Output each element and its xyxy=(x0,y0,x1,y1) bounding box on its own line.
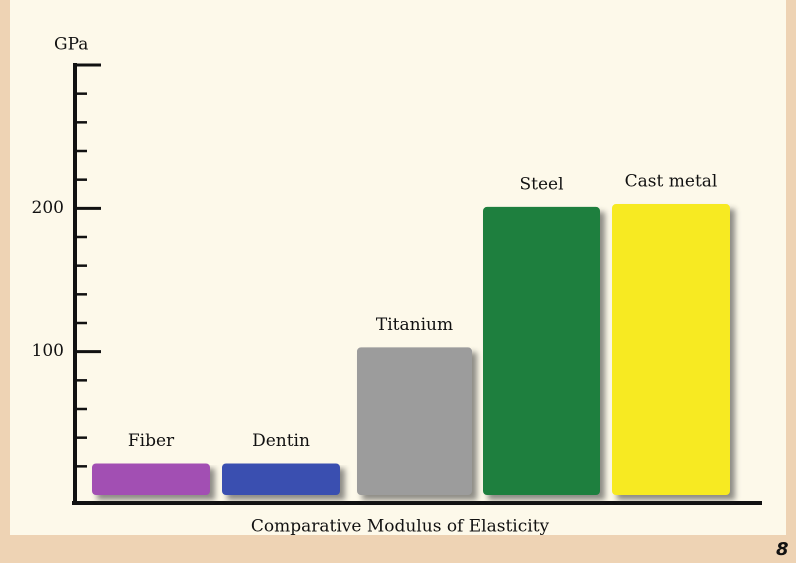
x-axis-label: Comparative Modulus of Elasticity xyxy=(251,517,550,537)
bar-label: Dentin xyxy=(252,431,310,451)
bar-label: Steel xyxy=(519,174,563,194)
y-tick-label: 100 xyxy=(32,341,64,361)
bar xyxy=(92,463,210,495)
bar-label: Fiber xyxy=(128,431,175,451)
bar-label: Cast metal xyxy=(625,172,718,192)
figure-caption: איור 8 xyxy=(776,539,796,560)
y-tick-label: 200 xyxy=(32,198,64,218)
bar xyxy=(483,206,600,495)
bar xyxy=(222,463,340,495)
bar-label: Titanium xyxy=(376,315,453,335)
bar xyxy=(612,204,730,496)
bar xyxy=(357,347,472,495)
y-axis-label: GPa xyxy=(54,35,88,55)
